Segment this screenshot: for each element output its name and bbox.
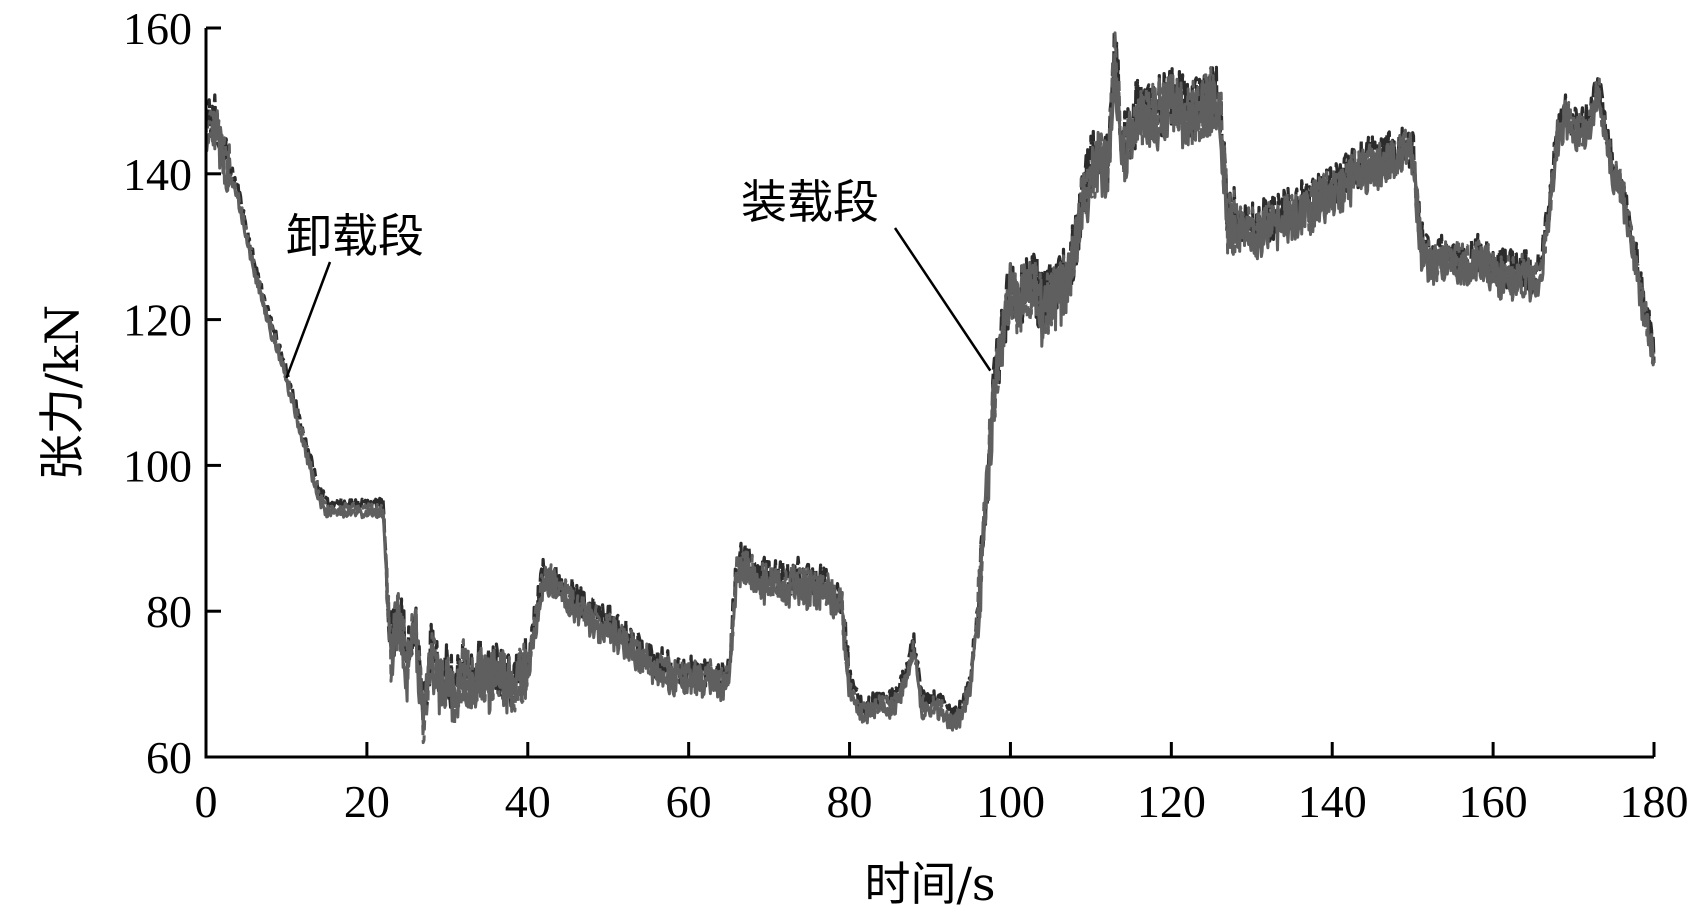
y-axis-ticks: 60 80 100 120 140 160	[123, 3, 221, 783]
annotation-label: 装载段	[741, 175, 879, 229]
y-tick-label: 160	[123, 3, 192, 54]
series-layer	[204, 30, 1656, 745]
tension-series-line-2	[204, 59, 1656, 734]
x-tick-label: 180	[1620, 776, 1689, 827]
annotation-leader-line	[285, 261, 332, 379]
x-tick-label: 0	[195, 776, 218, 827]
annotation-label: 卸载段	[286, 209, 424, 263]
x-tick-label: 60	[666, 776, 712, 827]
annotations: 卸载段 装载段	[285, 175, 992, 379]
y-tick-label: 80	[146, 586, 192, 637]
axis-lines	[204, 28, 1654, 759]
x-tick-label: 80	[827, 776, 873, 827]
axes-layer	[204, 28, 1654, 759]
x-tick-label: 100	[976, 776, 1045, 827]
x-axis-ticks: 0 20 40 60 80 100 120 140 160 180	[195, 742, 1689, 827]
annotation-leader-line	[893, 227, 992, 372]
y-tick-label: 60	[146, 732, 192, 783]
y-tick-label: 140	[123, 149, 192, 200]
x-tick-label: 140	[1298, 776, 1367, 827]
tension-series-line-1	[204, 30, 1656, 719]
x-tick-label: 160	[1459, 776, 1528, 827]
x-tick-label: 20	[344, 776, 390, 827]
x-tick-label: 40	[505, 776, 551, 827]
tension-series-line-3	[204, 31, 1656, 745]
y-tick-label: 120	[123, 295, 192, 346]
y-axis-title: 张力/kN	[35, 305, 89, 481]
x-tick-label: 120	[1137, 776, 1206, 827]
x-axis-title: 时间/s	[864, 857, 995, 911]
y-tick-label: 100	[123, 440, 192, 491]
